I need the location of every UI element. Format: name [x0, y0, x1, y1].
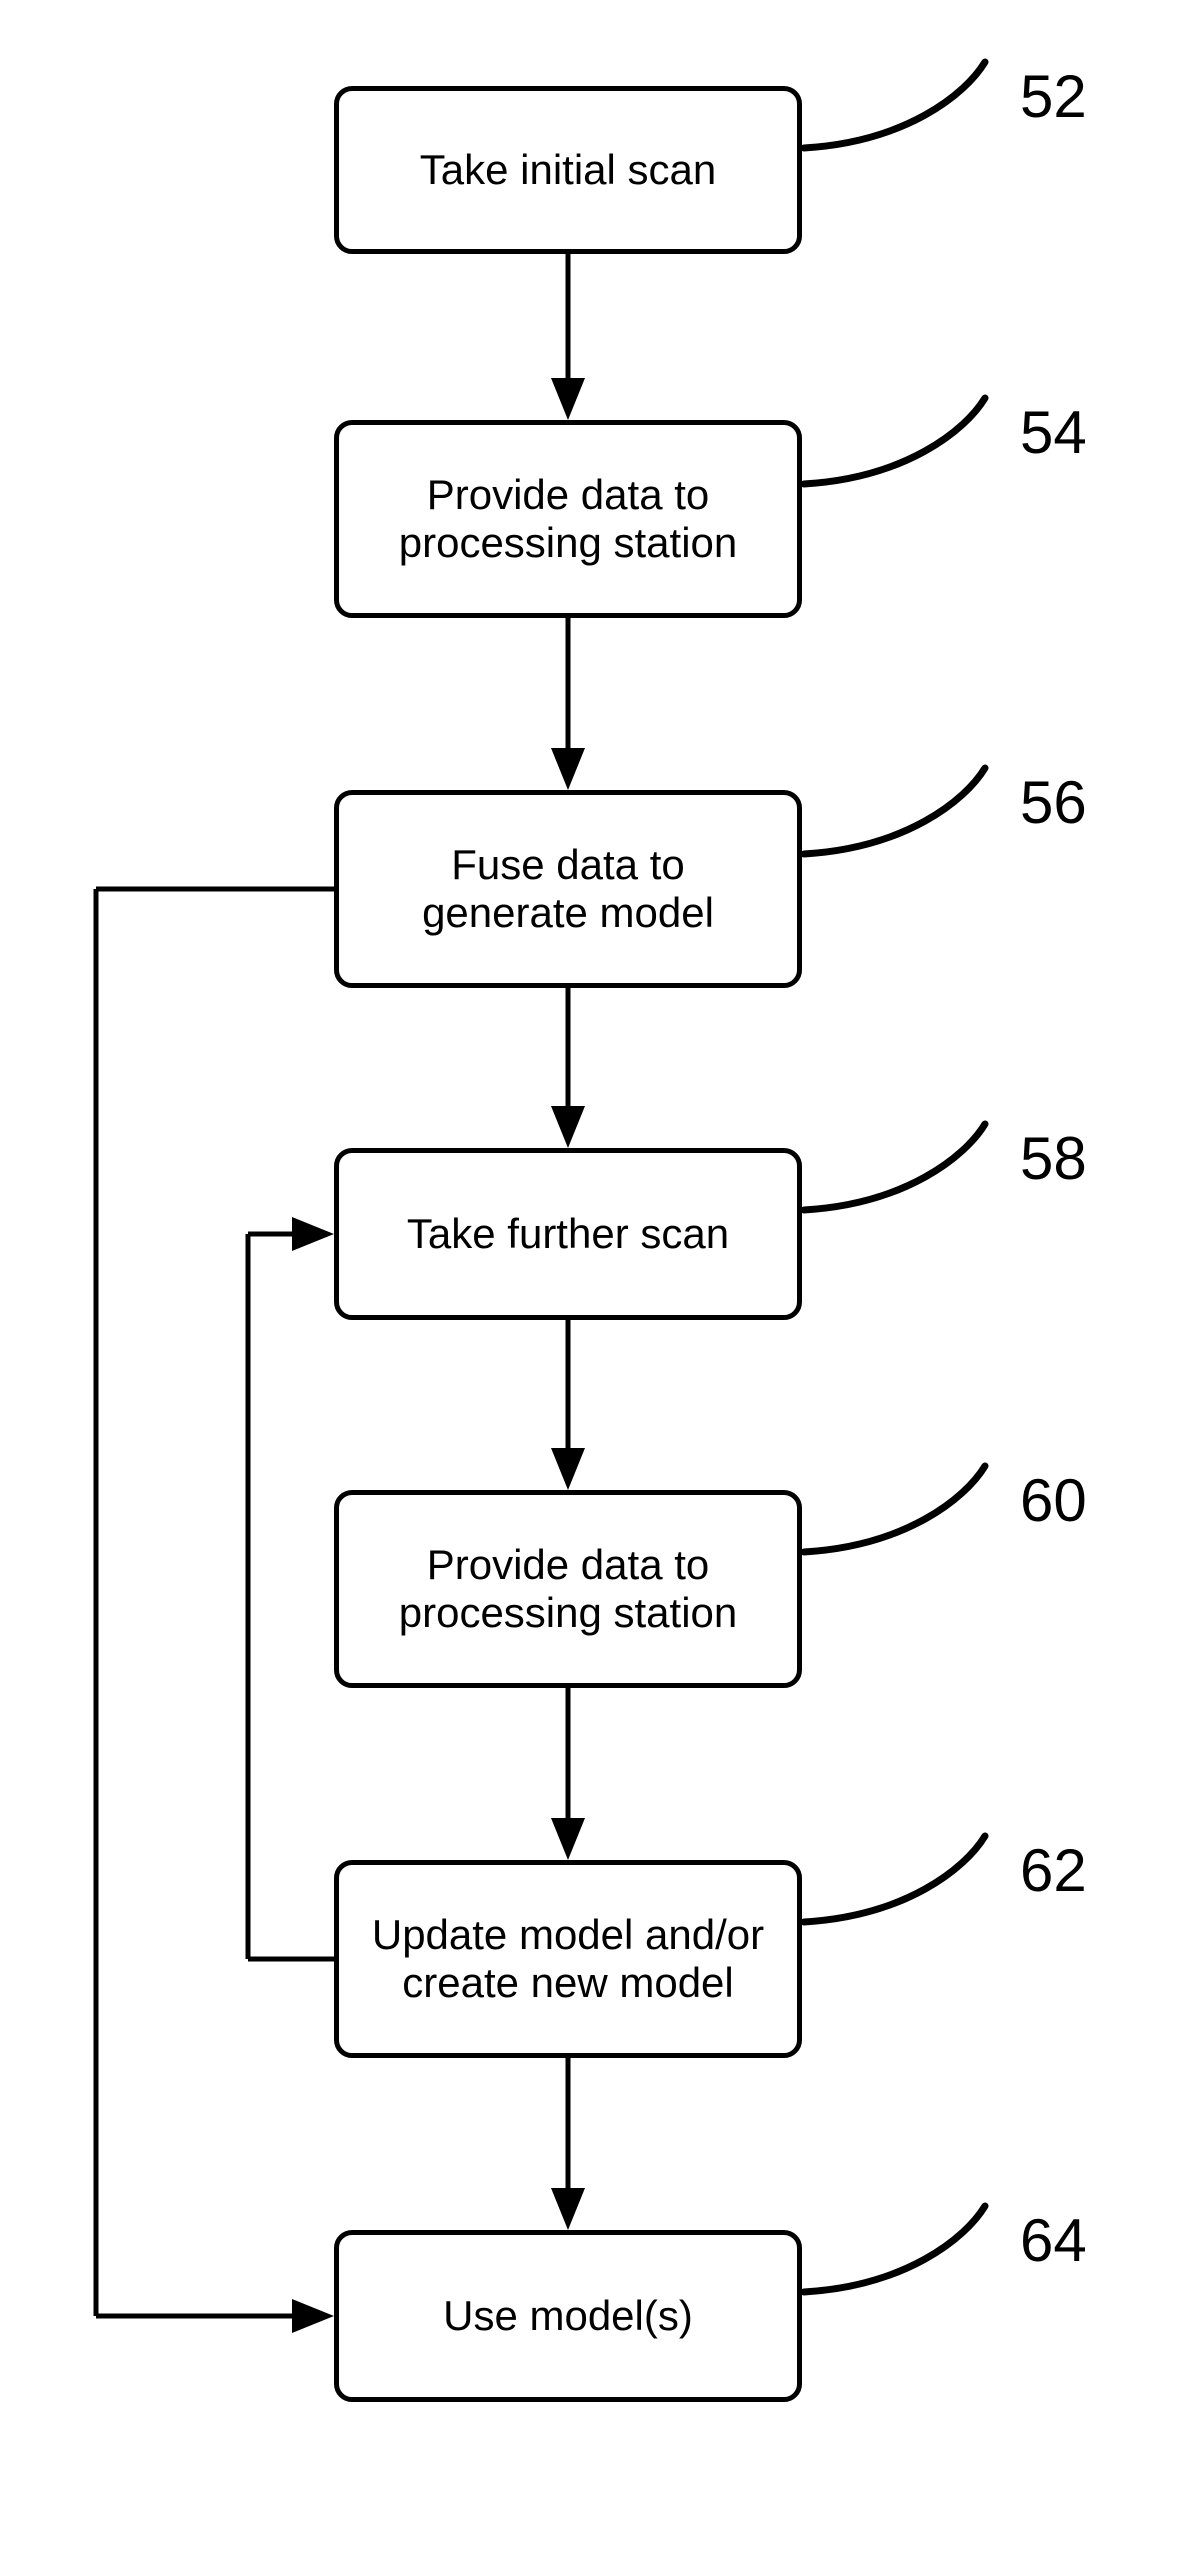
ref-label-r56: 56 — [1020, 768, 1087, 837]
edge-n62-to-n64 — [551, 2058, 585, 2230]
ref-leader-r60 — [804, 1466, 985, 1552]
ref-label-r52: 52 — [1020, 62, 1087, 131]
edge-n60-to-n62 — [551, 1688, 585, 1860]
ref-leader-r54 — [804, 398, 985, 484]
flowchart-node-n56: Fuse data to generate model — [334, 790, 802, 988]
ref-label-r58: 58 — [1020, 1124, 1087, 1193]
edge-n56-to-n58 — [551, 988, 585, 1148]
flowchart-node-n64: Use model(s) — [334, 2230, 802, 2402]
flowchart-stage: Take initial scan Provide data to process… — [0, 0, 1184, 2554]
edge-n58-to-n60 — [551, 1320, 585, 1490]
ref-leader-r58 — [804, 1124, 985, 1210]
ref-leader-r56 — [804, 768, 985, 854]
ref-leader-r62 — [804, 1836, 985, 1922]
ref-leader-r64 — [804, 2206, 985, 2292]
edge-n54-to-n56 — [551, 618, 585, 790]
flowchart-node-n52: Take initial scan — [334, 86, 802, 254]
edge-n56-to-n64 — [96, 889, 334, 2333]
edge-n62-to-n58 — [248, 1217, 334, 1959]
ref-leader-r52 — [804, 62, 985, 148]
flowchart-node-n60: Provide data to processing station — [334, 1490, 802, 1688]
ref-label-r64: 64 — [1020, 2206, 1087, 2275]
edge-n52-to-n54 — [551, 254, 585, 420]
ref-label-r54: 54 — [1020, 398, 1087, 467]
flowchart-node-n58: Take further scan — [334, 1148, 802, 1320]
ref-label-r62: 62 — [1020, 1836, 1087, 1905]
ref-label-r60: 60 — [1020, 1466, 1087, 1535]
flowchart-node-n54: Provide data to processing station — [334, 420, 802, 618]
flowchart-node-n62: Update model and/or create new model — [334, 1860, 802, 2058]
